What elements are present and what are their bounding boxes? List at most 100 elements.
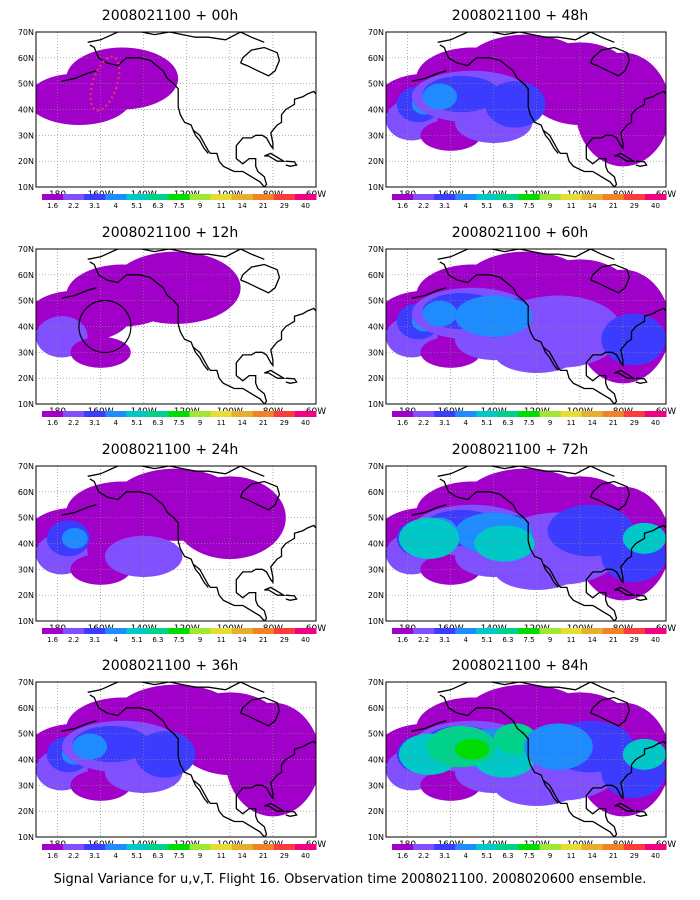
colorbar-swatch bbox=[294, 194, 317, 200]
colorbar-swatch bbox=[231, 411, 254, 417]
colorbar-swatch bbox=[434, 844, 456, 850]
colorbar-label: 9 bbox=[198, 202, 202, 210]
colorbar-swatch bbox=[392, 411, 414, 417]
colorbar-swatch bbox=[518, 411, 541, 417]
colorbar-label: 11 bbox=[567, 202, 576, 210]
colorbar-swatch bbox=[392, 628, 414, 634]
colorbar-swatch bbox=[434, 194, 456, 200]
colorbar-label: 3.1 bbox=[439, 636, 450, 644]
coastlines bbox=[61, 466, 316, 621]
contour-region bbox=[422, 300, 458, 327]
colorbar-swatch bbox=[126, 844, 148, 850]
colorbar-label: 3.1 bbox=[439, 202, 450, 210]
colorbar-swatch bbox=[455, 628, 477, 634]
colorbar-swatch bbox=[231, 844, 254, 850]
colorbar-label: 3.1 bbox=[439, 852, 450, 860]
colorbar-label: 4 bbox=[464, 636, 469, 644]
map-frame bbox=[385, 31, 667, 188]
colorbar-label: 1.6 bbox=[397, 852, 409, 860]
lat-tick-label: 20N bbox=[18, 374, 34, 383]
panel-title: 2008021100 + 36h bbox=[101, 658, 239, 674]
lat-tick-label: 20N bbox=[18, 807, 34, 816]
colorbar-label: 29 bbox=[630, 852, 639, 860]
colorbar-swatch bbox=[497, 194, 519, 200]
contour-region bbox=[547, 504, 634, 557]
colorbar-label: 29 bbox=[280, 636, 289, 644]
contour-region bbox=[66, 47, 179, 110]
colorbar-swatch bbox=[476, 844, 498, 850]
lat-tick-label: 70N bbox=[18, 28, 34, 37]
colorbar-label: 29 bbox=[630, 202, 639, 210]
lat-tick-label: 60N bbox=[18, 488, 34, 497]
colorbar-label: 11 bbox=[217, 202, 226, 210]
map-frame bbox=[35, 681, 317, 838]
colorbar-label: 40 bbox=[651, 419, 660, 427]
map-panel-12h: 2008021100 + 12h70N60N50N40N30N20N10N180… bbox=[0, 225, 340, 435]
lat-tick-label: 40N bbox=[18, 106, 34, 115]
colorbar-label: 9 bbox=[198, 636, 202, 644]
lat-tick-label: 30N bbox=[368, 781, 384, 790]
colorbar-swatch bbox=[539, 194, 562, 200]
colorbar-label: 2.2 bbox=[68, 419, 79, 427]
lat-tick-label: 70N bbox=[368, 245, 384, 254]
contour-region bbox=[398, 517, 460, 559]
colorbar-label: 29 bbox=[280, 202, 289, 210]
colorbar-label: 29 bbox=[280, 419, 289, 427]
lat-tick-label: 10N bbox=[368, 617, 384, 626]
colorbar-label: 14 bbox=[588, 852, 597, 860]
colorbar-label: 3.1 bbox=[89, 636, 100, 644]
lat-tick-label: 60N bbox=[18, 271, 34, 280]
colorbar-swatch bbox=[210, 194, 233, 200]
colorbar-swatch bbox=[63, 411, 85, 417]
colorbar-label: 21 bbox=[259, 419, 268, 427]
colorbar-swatch bbox=[434, 411, 456, 417]
colorbar-swatch bbox=[539, 844, 562, 850]
contour-region bbox=[485, 81, 546, 128]
colorbar-label: 6.3 bbox=[502, 419, 513, 427]
colorbar-label: 6.3 bbox=[152, 202, 163, 210]
colorbar-swatch bbox=[252, 411, 275, 417]
lat-tick-label: 60N bbox=[368, 488, 384, 497]
colorbar-label: 14 bbox=[588, 202, 597, 210]
colorbar-label: 14 bbox=[238, 852, 247, 860]
lat-tick-label: 30N bbox=[18, 565, 34, 574]
colorbar-swatch bbox=[84, 194, 106, 200]
colorbar-swatch bbox=[497, 844, 519, 850]
colorbar-label: 21 bbox=[259, 202, 268, 210]
colorbar-swatch bbox=[147, 628, 169, 634]
colorbar-label: 14 bbox=[238, 202, 247, 210]
colorbar-label: 11 bbox=[217, 636, 226, 644]
coastlines bbox=[411, 466, 666, 621]
map-panel-24h: 2008021100 + 24h70N60N50N40N30N20N10N180… bbox=[0, 442, 340, 652]
colorbar-swatch bbox=[602, 411, 625, 417]
colorbar-label: 3.1 bbox=[89, 419, 100, 427]
colorbar-swatch bbox=[189, 411, 212, 417]
colorbar-swatch bbox=[210, 411, 233, 417]
colorbar-label: 1.6 bbox=[397, 419, 409, 427]
colorbar-label: 2.2 bbox=[68, 202, 79, 210]
map-frame bbox=[35, 465, 317, 622]
colorbar-label: 9 bbox=[548, 636, 552, 644]
map-frame bbox=[385, 248, 667, 405]
colorbar-swatch bbox=[252, 194, 275, 200]
map-plot: 70N60N50N40N30N20N10N180160W140W120W100W… bbox=[368, 678, 676, 860]
grid-lines bbox=[36, 466, 316, 621]
colorbar-label: 40 bbox=[651, 202, 660, 210]
lat-tick-label: 60N bbox=[368, 704, 384, 713]
lat-tick-label: 40N bbox=[368, 106, 384, 115]
colorbar-label: 4 bbox=[114, 419, 119, 427]
colorbar-swatch bbox=[602, 844, 625, 850]
colorbar-swatch bbox=[455, 411, 477, 417]
colorbar-label: 4 bbox=[114, 202, 119, 210]
colorbar-label: 14 bbox=[238, 636, 247, 644]
flight-track-marker bbox=[89, 55, 121, 112]
lat-tick-label: 10N bbox=[18, 183, 34, 192]
lat-tick-label: 40N bbox=[18, 540, 34, 549]
map-frame bbox=[385, 465, 667, 622]
lat-tick-label: 50N bbox=[18, 80, 34, 89]
colorbar-swatch bbox=[476, 411, 498, 417]
lat-tick-label: 30N bbox=[18, 781, 34, 790]
colorbar-swatch bbox=[42, 844, 64, 850]
colorbar-swatch bbox=[434, 628, 456, 634]
colorbar-swatch bbox=[84, 628, 106, 634]
